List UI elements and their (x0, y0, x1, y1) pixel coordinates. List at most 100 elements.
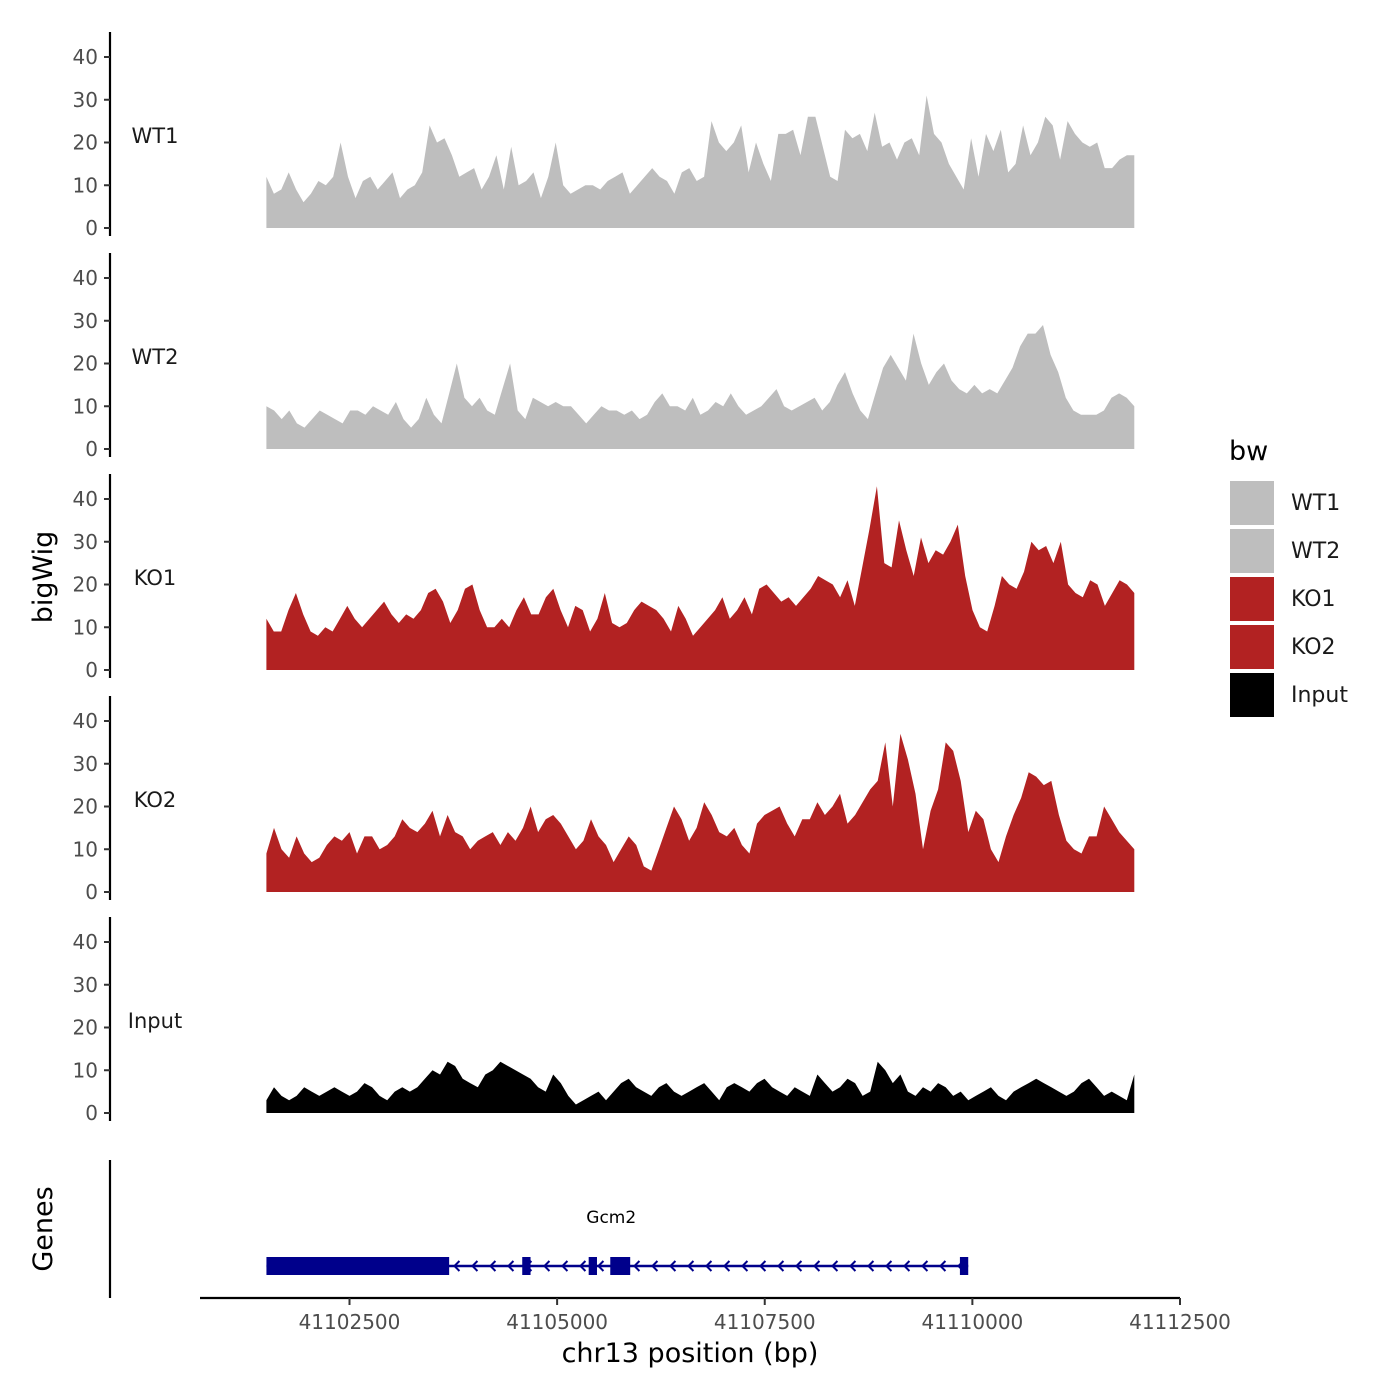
y-tick-label: 30 (73, 752, 98, 776)
area-ko2 (266, 733, 1135, 892)
track-label-ko2: KO2 (134, 788, 177, 812)
legend-label: KO1 (1291, 587, 1336, 612)
area-wt1 (266, 95, 1135, 228)
y-tick-label: 20 (73, 131, 98, 155)
strand-arrow (777, 1260, 785, 1272)
strand-arrow (795, 1260, 803, 1272)
strand-arrow (939, 1260, 947, 1272)
y-tick-label: 0 (85, 437, 98, 461)
y-tick-label: 20 (73, 795, 98, 819)
y-tick-label: 0 (85, 880, 98, 904)
y-tick-label: 20 (73, 352, 98, 376)
area-wt2 (266, 325, 1135, 449)
strand-arrow (903, 1260, 911, 1272)
strand-arrow (489, 1260, 497, 1272)
track-ko2: 0 10 20 30 40 KO2 (73, 696, 1135, 904)
legend-item-wt2: WT2 (1228, 527, 1340, 575)
legend-item-ko2: KO2 (1228, 623, 1336, 671)
legend-swatch (1228, 527, 1276, 575)
y-tick-label: 30 (73, 530, 98, 554)
strand-arrow (705, 1260, 713, 1272)
strand-arrow (885, 1260, 893, 1272)
y-tick-label: 40 (73, 45, 98, 69)
x-axis: 41102500 41105000 41107500 41110000 41112500 (200, 1296, 1231, 1334)
y-tick-label: 10 (73, 394, 98, 418)
gene-exon (266, 1257, 450, 1275)
area-ko1 (266, 486, 1135, 670)
x-tick-label: 41110000 (921, 1310, 1023, 1334)
legend-label: WT2 (1291, 539, 1340, 564)
y-tick-label: 30 (73, 309, 98, 333)
gene-exon (588, 1257, 597, 1275)
strand-arrow (453, 1260, 461, 1272)
legend-title: bw (1229, 436, 1268, 467)
gene-exon (522, 1257, 531, 1275)
y-tick-label: 0 (85, 658, 98, 682)
area-input (266, 1061, 1135, 1113)
x-tick-label: 41105000 (506, 1310, 608, 1334)
track-label-ko1: KO1 (134, 566, 177, 590)
strand-arrow (741, 1260, 749, 1272)
legend-swatch (1228, 671, 1276, 719)
y-axis-title: bigWig (28, 531, 59, 624)
strand-arrow (687, 1260, 695, 1272)
strand-arrow (759, 1260, 767, 1272)
x-tick-label: 41107500 (714, 1310, 816, 1334)
x-tick-label: 41102500 (299, 1310, 401, 1334)
y-tick-label: 40 (73, 930, 98, 954)
strand-arrow (651, 1260, 659, 1272)
track-label-input: Input (128, 1009, 182, 1033)
strand-arrow (813, 1260, 821, 1272)
strand-arrow (921, 1260, 929, 1272)
strand-arrow (831, 1260, 839, 1272)
strand-arrow (579, 1260, 587, 1272)
y-tick-label: 20 (73, 573, 98, 597)
legend-label: Input (1291, 683, 1348, 708)
strand-arrow (849, 1260, 857, 1272)
y-tick-label: 10 (73, 615, 98, 639)
legend-swatch (1228, 623, 1276, 671)
strand-arrow (507, 1260, 515, 1272)
track-wt1: 0 10 20 30 40 WT1 (73, 32, 1135, 240)
y-tick-label: 20 (73, 1016, 98, 1040)
gene-name-label: Gcm2 (586, 1208, 636, 1228)
legend-item-wt1: WT1 (1228, 479, 1340, 527)
y-tick-label: 30 (73, 973, 98, 997)
x-axis-title: chr13 position (bp) (562, 1338, 819, 1369)
legend-label: WT1 (1291, 491, 1340, 516)
gene-panel: Gcm2 (108, 1160, 969, 1298)
genes-axis-title: Genes (28, 1186, 59, 1271)
y-tick-label: 40 (73, 266, 98, 290)
gene-exon (610, 1257, 631, 1275)
x-tick-label: 41112500 (1129, 1310, 1231, 1334)
y-tick-label: 10 (73, 1058, 98, 1082)
legend-swatch (1228, 575, 1276, 623)
track-ko1: 0 10 20 30 40 KO1 (73, 474, 1135, 682)
track-panels: 0 10 20 30 40 WT1 0 10 20 30 40 WT2 0 10 20 30 40 KO1 0 10 2… (73, 32, 1135, 1125)
strand-arrow (723, 1260, 731, 1272)
gene-exon (959, 1257, 969, 1275)
y-tick-label: 40 (73, 709, 98, 733)
track-input: 0 10 20 30 40 Input (73, 917, 1135, 1125)
legend-item-input: Input (1228, 671, 1348, 719)
y-tick-label: 0 (85, 1101, 98, 1125)
legend-item-ko1: KO1 (1228, 575, 1336, 623)
y-tick-label: 40 (73, 487, 98, 511)
legend-label: KO2 (1291, 635, 1336, 660)
strand-arrow (669, 1260, 677, 1272)
strand-arrow (471, 1260, 479, 1272)
track-wt2: 0 10 20 30 40 WT2 (73, 253, 1135, 461)
strand-arrow (561, 1260, 569, 1272)
strand-arrow (597, 1260, 605, 1272)
strand-arrow (543, 1260, 551, 1272)
y-tick-label: 10 (73, 173, 98, 197)
y-tick-label: 30 (73, 88, 98, 112)
strand-arrow (633, 1260, 641, 1272)
legend-swatch (1228, 479, 1276, 527)
y-tick-label: 0 (85, 216, 98, 240)
y-tick-label: 10 (73, 837, 98, 861)
gene-gcm2: Gcm2 (266, 1208, 969, 1275)
legend: bw WT1 WT2 KO1 KO2 Input (1228, 436, 1348, 719)
track-label-wt1: WT1 (132, 124, 179, 148)
